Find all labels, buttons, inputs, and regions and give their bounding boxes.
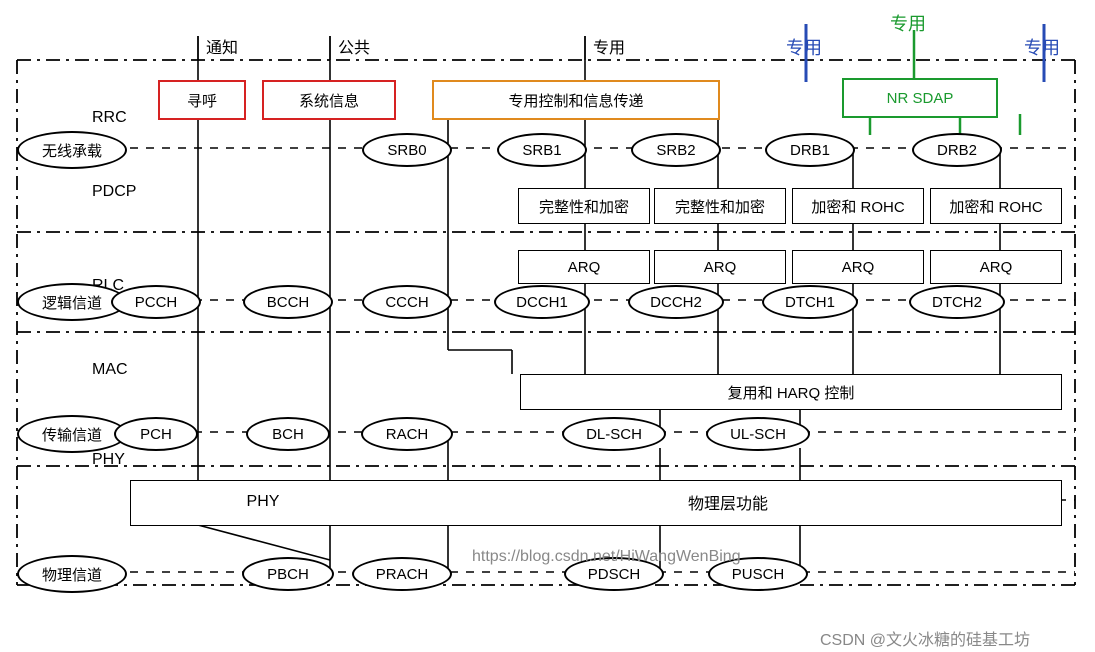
node-SRB2: SRB2 [631,133,721,167]
node-UL-SCH: UL-SCH [706,417,810,451]
annotation: 专用 [1024,34,1060,60]
layer-label: PHY [92,451,125,469]
node-DCCH1: DCCH1 [494,285,590,319]
node-PBCH: PBCH [242,557,334,591]
node-CCCH: CCCH [362,285,452,319]
annotation: 专用 [786,34,822,60]
highlight-box: 系统信息 [262,80,396,120]
box: 加密和 ROHC [792,188,924,224]
highlight-box: NR SDAP [842,78,998,118]
layer-label: MAC [92,361,128,379]
node-BCH: BCH [246,417,330,451]
col-header: 公共 [338,34,370,58]
node-DTCH1: DTCH1 [762,285,858,319]
node-RACH: RACH [361,417,453,451]
annotation: 专用 [890,10,926,36]
node-PRACH: PRACH [352,557,452,591]
layer-label: PDCP [92,183,136,201]
node-DTCH2: DTCH2 [909,285,1005,319]
node-DRB2: DRB2 [912,133,1002,167]
watermark: CSDN @文火冰糖的硅基工坊 [820,626,1030,650]
col-header: 专用 [593,34,625,58]
box: ARQ [930,250,1062,284]
node-DRB1: DRB1 [765,133,855,167]
node-传输信道: 传输信道 [17,415,127,453]
box: ARQ [518,250,650,284]
node-SRB0: SRB0 [362,133,452,167]
node-SRB1: SRB1 [497,133,587,167]
watermark: https://blog.csdn.net/HiWangWenBing [472,548,741,566]
node-BCCH: BCCH [243,285,333,319]
layer-label: RRC [92,109,127,127]
node-物理信道: 物理信道 [17,555,127,593]
box: 完整性和加密 [518,188,650,224]
highlight-box: 寻呼 [158,80,246,120]
box: 加密和 ROHC [930,188,1062,224]
node-DCCH2: DCCH2 [628,285,724,319]
box: ARQ [792,250,924,284]
mac-box: 复用和 HARQ 控制 [520,374,1062,410]
col-header: 通知 [206,34,238,58]
highlight-box: 专用控制和信息传递 [432,80,720,120]
box: ARQ [654,250,786,284]
box: 完整性和加密 [654,188,786,224]
node-PCH: PCH [114,417,198,451]
node-PCCH: PCCH [111,285,201,319]
node-DL-SCH: DL-SCH [562,417,666,451]
node-无线承载: 无线承载 [17,131,127,169]
